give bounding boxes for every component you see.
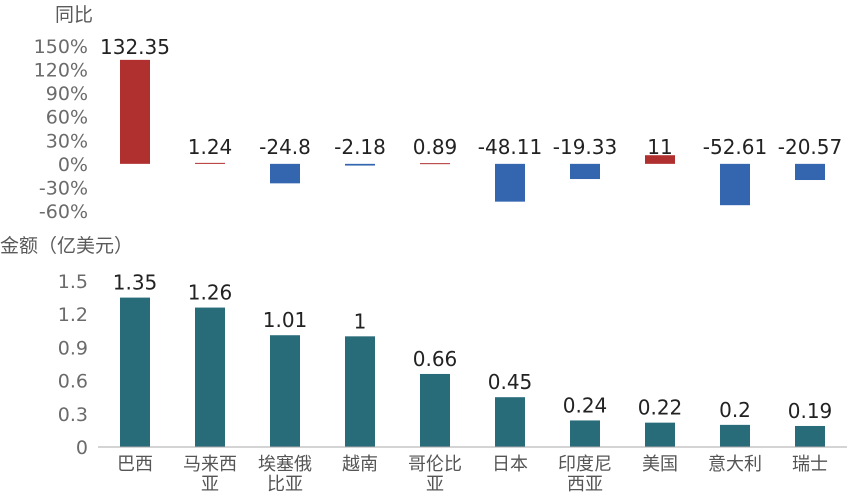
bottom-value-label: 0.24 xyxy=(563,393,608,417)
top-y-tick: -30% xyxy=(39,177,88,199)
top-value-label: -24.8 xyxy=(259,135,311,159)
bottom-value-label: 1.35 xyxy=(113,271,158,295)
category-label: 亚 xyxy=(426,474,444,493)
top-value-label: 11 xyxy=(647,135,672,159)
category-label: 美国 xyxy=(642,454,678,475)
top-value-label: -2.18 xyxy=(334,135,386,159)
category-label: 越南 xyxy=(342,454,378,475)
top-y-axis: 150%120%90%60%30%0%-30%-60% xyxy=(34,36,88,223)
bottom-bar-2 xyxy=(195,307,225,447)
top-bar-1 xyxy=(120,59,150,164)
top-bar-5 xyxy=(420,163,450,165)
top-y-tick: 150% xyxy=(34,36,88,58)
bottom-bar-7 xyxy=(570,420,600,447)
category-label: 马来西 xyxy=(183,454,237,475)
top-bar-6 xyxy=(495,163,525,202)
bottom-value-label: 0.2 xyxy=(719,398,751,422)
bottom-value-label: 1.26 xyxy=(188,281,233,305)
top-y-tick: 0% xyxy=(58,154,88,176)
top-bars xyxy=(120,59,825,206)
bottom-y-tick: 1.2 xyxy=(58,304,88,326)
top-value-label: -20.57 xyxy=(778,135,842,159)
bottom-bars xyxy=(120,297,825,447)
top-chart-title: 同比 xyxy=(55,4,93,26)
category-label: 比亚 xyxy=(267,474,303,493)
bottom-y-tick: 0 xyxy=(76,437,88,459)
top-y-tick: -60% xyxy=(39,201,88,223)
top-value-label: 132.35 xyxy=(100,35,170,59)
bottom-bar-10 xyxy=(795,425,825,447)
top-bar-9 xyxy=(720,163,750,206)
category-label: 日本 xyxy=(492,454,528,475)
top-value-label: 1.24 xyxy=(188,135,233,159)
bottom-bar-8 xyxy=(645,422,675,447)
category-label: 意大利 xyxy=(708,454,762,475)
bottom-y-tick: 0.9 xyxy=(58,337,88,359)
bottom-y-axis: 1.5 1.2 0.9 0.6 0.3 0 xyxy=(58,271,88,459)
bottom-bar-9 xyxy=(720,424,750,447)
top-bar-7 xyxy=(570,163,600,180)
bottom-value-labels: 1.35 1.26 1.01 1 0.66 0.45 0.24 0.22 0.2 0.19 xyxy=(113,271,833,423)
top-value-label: -19.33 xyxy=(553,135,617,159)
top-value-label: -48.11 xyxy=(478,135,542,159)
top-y-tick: 60% xyxy=(46,107,88,129)
bottom-bar-6 xyxy=(495,397,525,447)
top-bar-8 xyxy=(645,155,675,164)
bottom-chart-title: 金额（亿美元） xyxy=(0,235,133,257)
top-y-tick: 30% xyxy=(46,130,88,152)
top-y-tick: 120% xyxy=(34,60,88,82)
bottom-bar-5 xyxy=(420,373,450,447)
bottom-value-label: 0.66 xyxy=(413,347,458,371)
top-value-labels: 132.35 1.24 -24.8 -2.18 0.89 -48.11 -19.33 11 -5… xyxy=(100,35,842,159)
top-value-label: -52.61 xyxy=(703,135,767,159)
bottom-bar-3 xyxy=(270,335,300,447)
bottom-y-tick: 0.6 xyxy=(58,371,88,393)
bottom-y-tick: 0.3 xyxy=(58,404,88,426)
top-bar-4 xyxy=(345,163,375,166)
top-bar-2 xyxy=(195,162,225,164)
bottom-value-label: 0.19 xyxy=(788,399,833,423)
top-value-label: 0.89 xyxy=(413,135,458,159)
top-bar-10 xyxy=(795,163,825,181)
bottom-value-label: 1 xyxy=(354,309,367,333)
category-label: 瑞士 xyxy=(792,454,828,475)
bottom-value-label: 0.22 xyxy=(638,396,683,420)
category-label: 西亚 xyxy=(567,474,603,493)
category-label: 巴西 xyxy=(117,454,153,475)
bottom-value-label: 0.45 xyxy=(488,370,533,394)
bottom-bar-1 xyxy=(120,297,150,447)
bottom-value-label: 1.01 xyxy=(263,308,308,332)
category-label: 印度尼 xyxy=(558,454,612,475)
top-y-tick: 90% xyxy=(46,83,88,105)
bottom-bar-4 xyxy=(345,336,375,447)
category-label: 埃塞俄 xyxy=(258,454,312,475)
category-label: 哥伦比 xyxy=(408,454,462,475)
bottom-y-tick: 1.5 xyxy=(58,271,88,293)
top-bar-3 xyxy=(270,163,300,184)
category-label: 亚 xyxy=(201,474,219,493)
